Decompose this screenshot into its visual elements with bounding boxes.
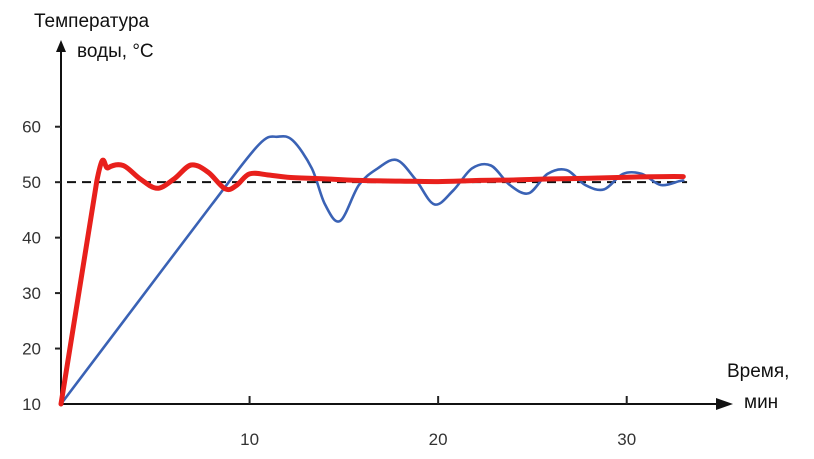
axes — [56, 40, 733, 410]
y-axis-title-line2: воды, °С — [77, 41, 154, 62]
series — [58, 134, 686, 407]
x-tick-label: 20 — [429, 430, 448, 449]
series-line-red — [58, 157, 686, 407]
x-tick-label: 10 — [240, 430, 259, 449]
y-tick-label: 20 — [22, 340, 41, 359]
x-axis-arrow-icon — [716, 398, 733, 410]
series-line-blue — [59, 134, 685, 406]
y-axis-title-line1: Температура — [34, 11, 150, 32]
y-tick-label: 50 — [22, 173, 41, 192]
x-axis-title-line1: Время, — [727, 361, 789, 382]
y-axis-arrow-icon — [56, 40, 66, 52]
y-tick-label: 30 — [22, 284, 41, 303]
x-axis-title-line2: мин — [744, 392, 778, 413]
y-tick-label: 10 — [22, 395, 41, 414]
y-tick-label: 60 — [22, 118, 41, 137]
ticks: 10 20 30 40 50 60 10 20 30 — [22, 118, 636, 449]
y-tick-label: 40 — [22, 229, 41, 248]
x-tick-label: 30 — [617, 430, 636, 449]
